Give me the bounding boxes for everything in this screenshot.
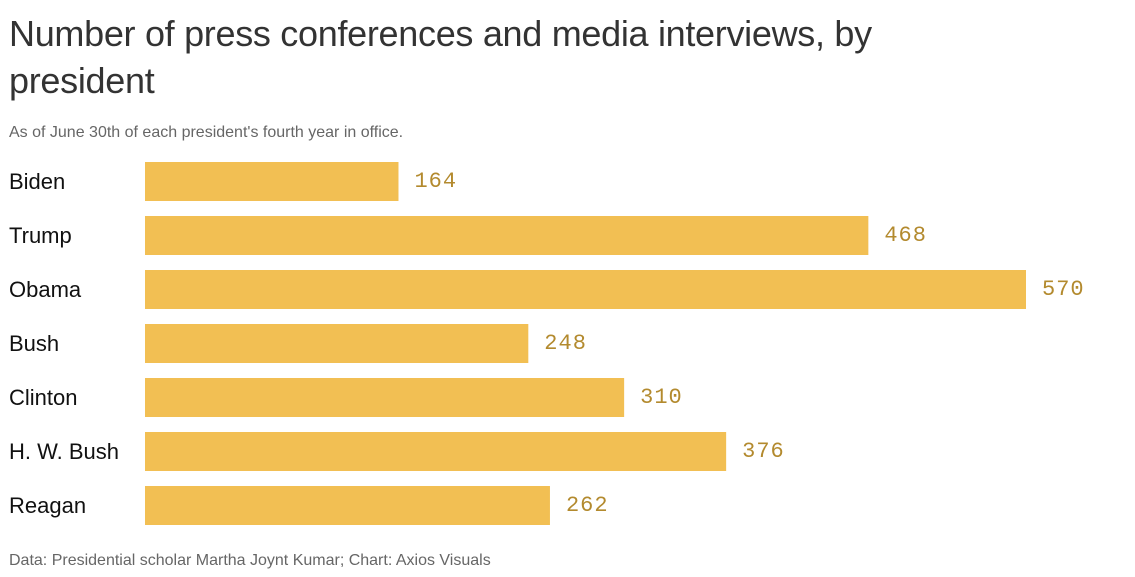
value-label: 248 <box>544 331 587 356</box>
category-label: Clinton <box>9 385 77 410</box>
bar-group: Obama 570 <box>9 270 1085 309</box>
category-label: Reagan <box>9 493 86 518</box>
bar-group: Bush 248 <box>9 324 587 363</box>
value-label: 310 <box>640 385 683 410</box>
category-label: Biden <box>9 169 65 194</box>
bar <box>145 162 399 201</box>
bar <box>145 432 727 471</box>
bar <box>145 270 1026 309</box>
bar <box>145 486 550 525</box>
bar <box>145 216 869 255</box>
category-label: Trump <box>9 223 72 248</box>
chart-title: Number of press conferences and media in… <box>9 13 872 101</box>
bar <box>145 378 625 417</box>
bar-group: Trump 468 <box>9 216 927 255</box>
category-label: H. W. Bush <box>9 439 119 464</box>
bar-group: Reagan 262 <box>9 486 609 525</box>
bar-group: H. W. Bush 376 <box>9 432 785 471</box>
category-label: Bush <box>9 331 59 356</box>
value-label: 468 <box>884 223 927 248</box>
bar-group: Biden 164 <box>9 162 457 201</box>
value-label: 376 <box>742 439 785 464</box>
source-note: Data: Presidential scholar Martha Joynt … <box>9 552 491 569</box>
bar-group: Clinton 310 <box>9 378 683 417</box>
bar <box>145 324 529 363</box>
value-label: 164 <box>414 169 457 194</box>
value-label: 570 <box>1042 277 1085 302</box>
value-label: 262 <box>566 493 609 518</box>
category-label: Obama <box>9 277 82 302</box>
chart-subtitle: As of June 30th of each president's four… <box>9 124 404 141</box>
